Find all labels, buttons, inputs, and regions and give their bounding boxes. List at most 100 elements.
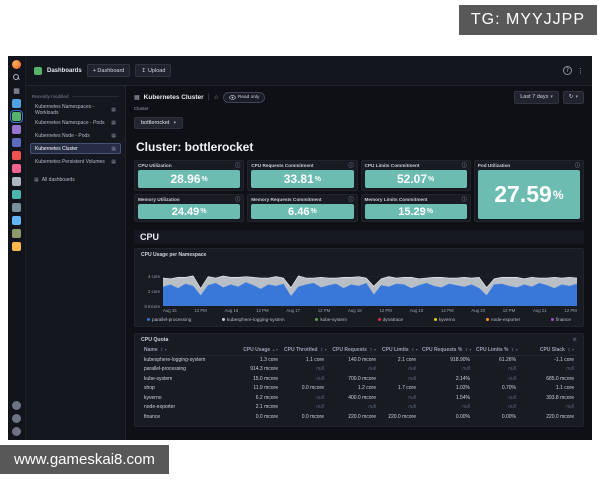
legend-item[interactable]: node-exporter [485, 317, 520, 322]
time-range-picker[interactable]: Last 7 days ▾ [514, 90, 559, 104]
settings-icon[interactable] [12, 427, 21, 436]
legend-item[interactable]: finance [550, 317, 571, 322]
dashboards-app-icon[interactable] [10, 110, 23, 123]
sidebar-item[interactable]: Kubernetes Node - Pods ▦ [30, 130, 121, 141]
table-row[interactable]: shop 11.9 mcore 0.0 mcore 1.2 core 1.7 core 1… [141, 384, 577, 394]
legend-item[interactable]: parallel-processing [147, 317, 191, 322]
dashboard-grid-icon: ▦ [134, 93, 140, 101]
new-dashboard-button[interactable]: + Dashboard [86, 64, 131, 77]
plugin-gray-icon[interactable] [12, 177, 21, 186]
info-icon[interactable]: ⓘ [348, 197, 354, 203]
column-header[interactable]: CPU Usage ▴ ▾ [233, 347, 281, 353]
dashboard-icon: ▦ [111, 132, 116, 139]
row-cpu-header[interactable]: CPU [134, 230, 584, 244]
grafana-logo[interactable] [12, 60, 21, 69]
sidebar-item[interactable]: Kubernetes Namespaces - Workloads ▦ [30, 104, 121, 116]
sidebar-item[interactable]: Kubernetes Namespace - Pods ▦ [30, 117, 121, 128]
plugin-teal-icon[interactable] [12, 190, 21, 199]
chart-legend: parallel-processing kubesphere-logging-sy… [141, 317, 577, 322]
dashboard-toolbar: ▦ Kubernetes Cluster | ☆ Read only Last … [134, 89, 584, 105]
plugin-olive-icon[interactable] [12, 229, 21, 238]
table-row[interactable]: kyverno 6.2 mcore null 400.0 mcore null 1.54%… [141, 393, 577, 403]
legend-item[interactable]: dynatrace [377, 317, 403, 322]
stat-panel-header: Pod Utilization ⓘ [478, 163, 580, 169]
legend-color-dot [433, 318, 437, 321]
info-icon[interactable]: ⓘ [461, 163, 467, 169]
favorite-star-icon[interactable]: ☆ [213, 93, 219, 101]
chevron-down-icon: ▾ [575, 94, 578, 100]
table-cell: 914.3 mcore [250, 366, 278, 373]
column-header-label: CPU Limits [382, 347, 409, 354]
dashboard-icon: ▦ [111, 106, 116, 113]
info-icon[interactable]: ⓘ [235, 163, 241, 169]
table-cell: null [316, 375, 324, 382]
stat-panel: Pod Utilization ⓘ 27.59% [473, 160, 584, 222]
table-title: CPU Quota [141, 337, 169, 343]
plugin-blue-icon[interactable] [12, 99, 21, 108]
apps-icon[interactable]: ▦ [13, 86, 20, 95]
column-header[interactable]: CPU Throttled ↕ ▾ [281, 347, 327, 353]
legend-color-dot [550, 318, 554, 321]
stat-unit: % [201, 175, 208, 183]
gear-icon[interactable]: ⚙ [572, 337, 577, 343]
nav-rail: ▦ [8, 56, 26, 440]
kebab-menu-icon[interactable]: ⋮ [577, 66, 584, 75]
stat-value-box: 27.59% [477, 170, 580, 219]
help-icon[interactable] [12, 414, 21, 423]
table-cell: null [508, 375, 516, 382]
column-header[interactable]: CPU Requests % ↕ ▾ [419, 347, 473, 353]
plugin-purple-icon[interactable] [12, 125, 21, 134]
refresh-button[interactable]: ↻ ▾ [562, 90, 584, 104]
table-cell: 0.00% [501, 413, 516, 420]
info-icon[interactable]: ⓘ [235, 197, 241, 203]
legend-item[interactable]: kube-system [315, 317, 347, 322]
table-cell: 15.0 mcore [252, 375, 278, 382]
variable-row: Cluster bottlerocket ▾ [134, 106, 584, 129]
info-icon[interactable]: ⓘ [574, 163, 580, 169]
cluster-variable-select[interactable]: bottlerocket ▾ [134, 117, 183, 129]
column-header[interactable]: Name ↕ ▾ [141, 347, 233, 353]
stat-unit: % [552, 187, 564, 202]
plugin-indigo-icon[interactable] [12, 138, 21, 147]
plugin-orange-icon[interactable] [12, 242, 21, 251]
legend-item[interactable]: kubesphere-logging-system [222, 317, 285, 322]
table-row[interactable]: kubesphere-logging-system 1.3 core 1.1 cor… [141, 355, 577, 365]
plugin-lightblue-icon[interactable] [12, 216, 21, 225]
table-cell: 0.00% [455, 413, 470, 420]
sidebar-item[interactable]: Kubernetes Cluster ▦ [30, 143, 121, 154]
upload-button[interactable]: ↥ Upload [135, 64, 172, 77]
column-header[interactable]: CPU Slack ↕ ▾ [519, 347, 577, 353]
help-icon[interactable]: ? [563, 66, 572, 75]
breadcrumb[interactable]: Dashboards [47, 67, 82, 74]
table-row[interactable]: parallel-processing 914.3 mcore null null nu… [141, 365, 577, 375]
cluster-variable-label: Cluster [134, 106, 149, 111]
legend-label: kyverno [438, 317, 456, 322]
plugin-slate-icon[interactable] [12, 203, 21, 212]
column-header[interactable]: CPU Limits % ↕ ▾ [473, 347, 519, 353]
shield-icon[interactable] [12, 401, 21, 410]
legend-label: finance [555, 317, 571, 322]
table-cell: shop [144, 385, 155, 392]
legend-item[interactable]: kyverno [433, 317, 456, 322]
table-row[interactable]: kube-system 15.0 mcore null 700.0 mcore null… [141, 374, 577, 384]
search-icon[interactable] [12, 73, 21, 82]
sidebar-item[interactable]: Kubernetes Persistent Volumes ▦ [30, 156, 121, 167]
stat-panel-title: Memory Utilization [138, 197, 180, 202]
info-icon[interactable]: ⓘ [461, 197, 467, 203]
cpu-usage-chart[interactable]: 4 core 2 core 0 mcore [144, 262, 577, 309]
plugin-pink-icon[interactable] [12, 164, 21, 173]
table-row[interactable]: node-exporter 2.1 mcore null null null null nu… [141, 403, 577, 413]
info-icon[interactable]: ⓘ [348, 163, 354, 169]
x-axis-tick: 12 PM [502, 308, 516, 313]
sidebar-all-dashboards[interactable]: ▦ All dashboards [34, 177, 75, 183]
sidebar-item-label: Kubernetes Namespace - Pods [35, 119, 105, 126]
column-header[interactable]: CPU Limits ↕ ▾ [379, 347, 419, 353]
legend-label: parallel-processing [152, 317, 192, 322]
table-cell: 220.0 mcore [388, 413, 416, 420]
table-cell: kubesphere-logging-system [144, 356, 206, 363]
table-cell: 2.14% [455, 375, 470, 382]
plugin-red-icon[interactable] [12, 151, 21, 160]
column-header[interactable]: CPU Requests ↕ ▾ [327, 347, 379, 353]
upload-icon: ↥ [141, 67, 146, 74]
table-row[interactable]: finance 0.0 mcore 0.0 mcore 220.0 mcore 220.… [141, 412, 577, 422]
